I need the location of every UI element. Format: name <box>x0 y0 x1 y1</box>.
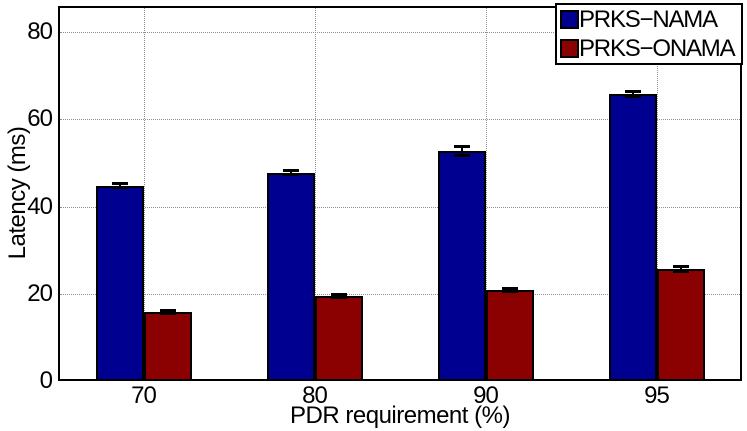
error-bar-cap <box>159 308 176 312</box>
error-bar-cap <box>624 94 641 98</box>
gridline-x-70 <box>143 8 145 379</box>
legend-swatch-prks-nama <box>560 10 579 29</box>
x-tick-label-90: 90 <box>473 382 499 409</box>
legend-item-prks-onama: PRKS−ONAMA <box>560 34 741 63</box>
y-tick-label-20: 20 <box>27 279 53 307</box>
error-bar-cap <box>330 292 347 296</box>
bar-prks-nama-70 <box>95 185 144 381</box>
error-bar-cap <box>111 186 128 190</box>
error-bar <box>508 288 511 292</box>
y-tick-label-0: 0 <box>39 367 53 394</box>
x-axis-title: PDR requirement (%) <box>290 402 510 429</box>
error-bar-cap <box>282 169 299 173</box>
x-tick-label-70: 70 <box>131 382 157 409</box>
error-bar-cap <box>453 153 470 157</box>
x-tick-label-80: 80 <box>302 382 328 409</box>
error-bar-cap <box>672 269 689 273</box>
error-bar <box>337 294 340 298</box>
error-bar-cap <box>282 172 299 176</box>
error-bar <box>166 310 169 314</box>
legend-swatch-prks-onama <box>560 39 579 58</box>
legend-label-prks-onama: PRKS−ONAMA <box>579 34 736 62</box>
gridline-x-95 <box>656 8 658 379</box>
error-bar <box>679 266 682 272</box>
gridline-y-20 <box>60 293 740 295</box>
plot-area <box>58 6 742 381</box>
bar-prks-onama-80 <box>314 295 363 381</box>
legend-item-prks-nama: PRKS−NAMA <box>560 5 741 34</box>
error-bar <box>289 170 292 175</box>
bar-prks-nama-80 <box>266 172 315 381</box>
bar-prks-nama-90 <box>437 150 486 381</box>
error-bar <box>118 183 121 188</box>
legend-label-prks-nama: PRKS−NAMA <box>579 5 718 33</box>
error-bar-cap <box>672 265 689 269</box>
y-tick-label-40: 40 <box>27 192 53 220</box>
error-bar-cap <box>330 296 347 300</box>
error-bar-cap <box>501 286 518 290</box>
legend: PRKS−NAMA PRKS−ONAMA <box>555 3 743 65</box>
gridline-y-80 <box>60 32 740 34</box>
error-bar <box>460 146 463 156</box>
bar-prks-onama-90 <box>485 289 534 381</box>
gridline-x-90 <box>485 8 487 379</box>
error-bar-cap <box>159 312 176 316</box>
y-tick-label-80: 80 <box>27 18 53 46</box>
error-bar <box>631 91 634 97</box>
error-bar-cap <box>624 89 641 93</box>
error-bar-cap <box>501 290 518 294</box>
error-bar-cap <box>453 144 470 148</box>
gridline-x-80 <box>314 8 316 379</box>
x-tick-label-95: 95 <box>644 382 670 409</box>
y-tick-label-60: 60 <box>27 105 53 133</box>
error-bar-cap <box>111 181 128 185</box>
gridline-y-60 <box>60 119 740 121</box>
bar-prks-onama-95 <box>656 268 705 381</box>
bar-prks-onama-70 <box>143 312 192 381</box>
gridline-y-40 <box>60 206 740 208</box>
bar-prks-nama-95 <box>608 93 657 381</box>
